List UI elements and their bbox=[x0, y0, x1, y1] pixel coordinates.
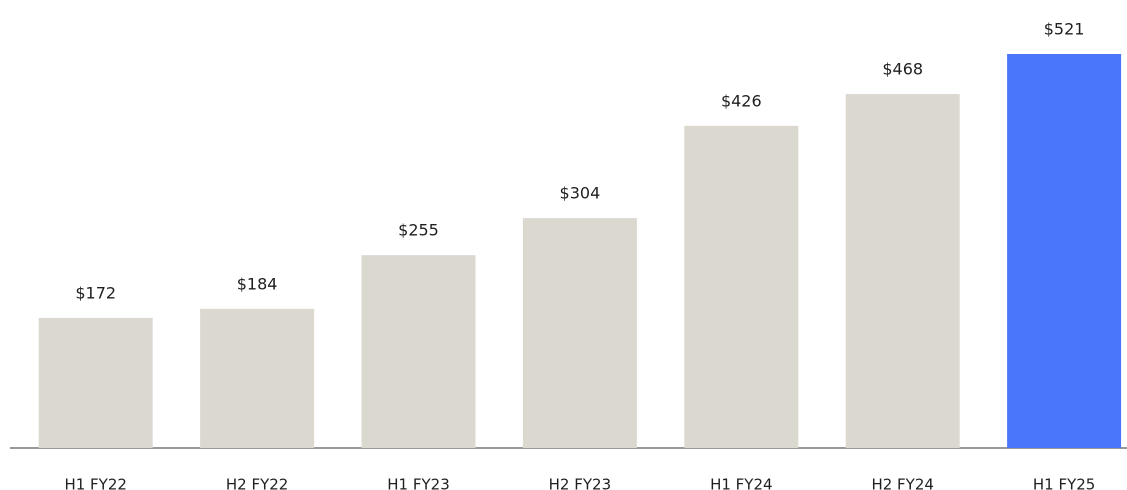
bar bbox=[200, 308, 315, 448]
value-label: $184 bbox=[237, 274, 278, 293]
bar bbox=[522, 218, 637, 448]
x-tick-label: H2 FY23 bbox=[549, 476, 611, 490]
bar bbox=[1007, 54, 1122, 448]
bar bbox=[38, 317, 153, 448]
value-label: $426 bbox=[721, 91, 762, 110]
x-tick-label: H1 FY24 bbox=[710, 476, 772, 490]
value-label: $468 bbox=[882, 60, 923, 79]
x-tick-label: H1 FY22 bbox=[64, 476, 126, 490]
value-label: $521 bbox=[1044, 20, 1085, 39]
bar bbox=[845, 94, 960, 448]
bar bbox=[684, 125, 799, 448]
x-tick-label: H1 FY23 bbox=[387, 476, 449, 490]
x-tick-label: H1 FY25 bbox=[1033, 476, 1095, 490]
x-tick-label: H2 FY22 bbox=[226, 476, 288, 490]
value-label: $255 bbox=[398, 221, 439, 240]
x-tick-label: H2 FY24 bbox=[871, 476, 933, 490]
bar bbox=[361, 255, 476, 448]
value-label: $172 bbox=[75, 283, 116, 302]
value-label: $304 bbox=[560, 184, 601, 203]
